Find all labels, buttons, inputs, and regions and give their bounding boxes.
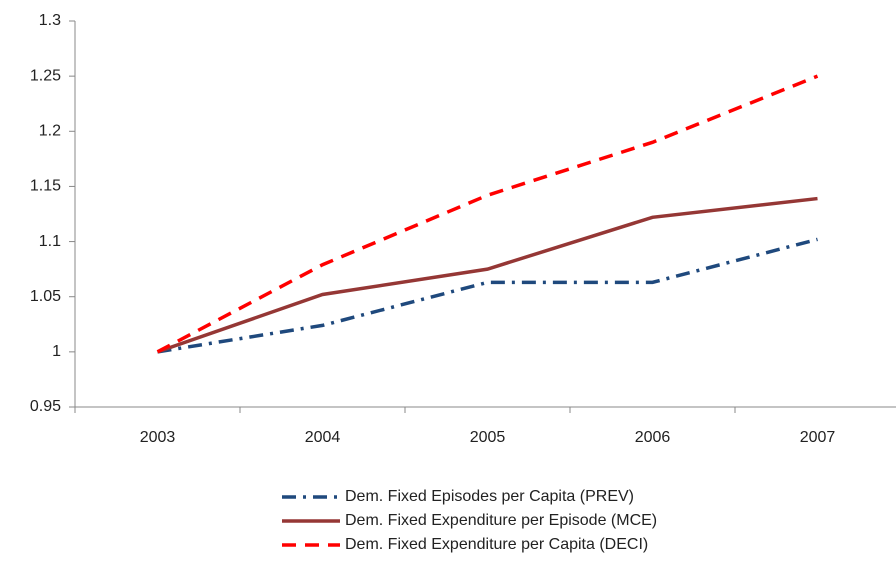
x-tick-label: 2006: [635, 429, 671, 446]
y-tick-label: 1.05: [30, 288, 61, 305]
x-tick-label: 2003: [140, 429, 176, 446]
y-tick-label: 0.95: [30, 398, 61, 415]
x-tick-label: 2004: [305, 429, 341, 446]
x-tick-label: 2007: [800, 429, 836, 446]
series-line: [157, 237, 818, 354]
y-tick-label: 1.15: [30, 178, 61, 195]
legend-label: Dem. Fixed Expenditure per Capita (DECI): [345, 536, 648, 553]
x-tick-label: 2005: [470, 429, 506, 446]
series-line: [156, 74, 819, 354]
y-tick-label: 1.1: [39, 233, 61, 250]
y-tick-label: 1.2: [39, 123, 61, 140]
series-line: [156, 196, 818, 354]
y-tick-label: 1.3: [39, 12, 61, 29]
y-tick-label: 1: [52, 343, 61, 360]
legend-label: Dem. Fixed Episodes per Capita (PREV): [345, 488, 634, 505]
legend-label: Dem. Fixed Expenditure per Episode (MCE): [345, 512, 657, 529]
y-tick-label: 1.25: [30, 67, 61, 84]
